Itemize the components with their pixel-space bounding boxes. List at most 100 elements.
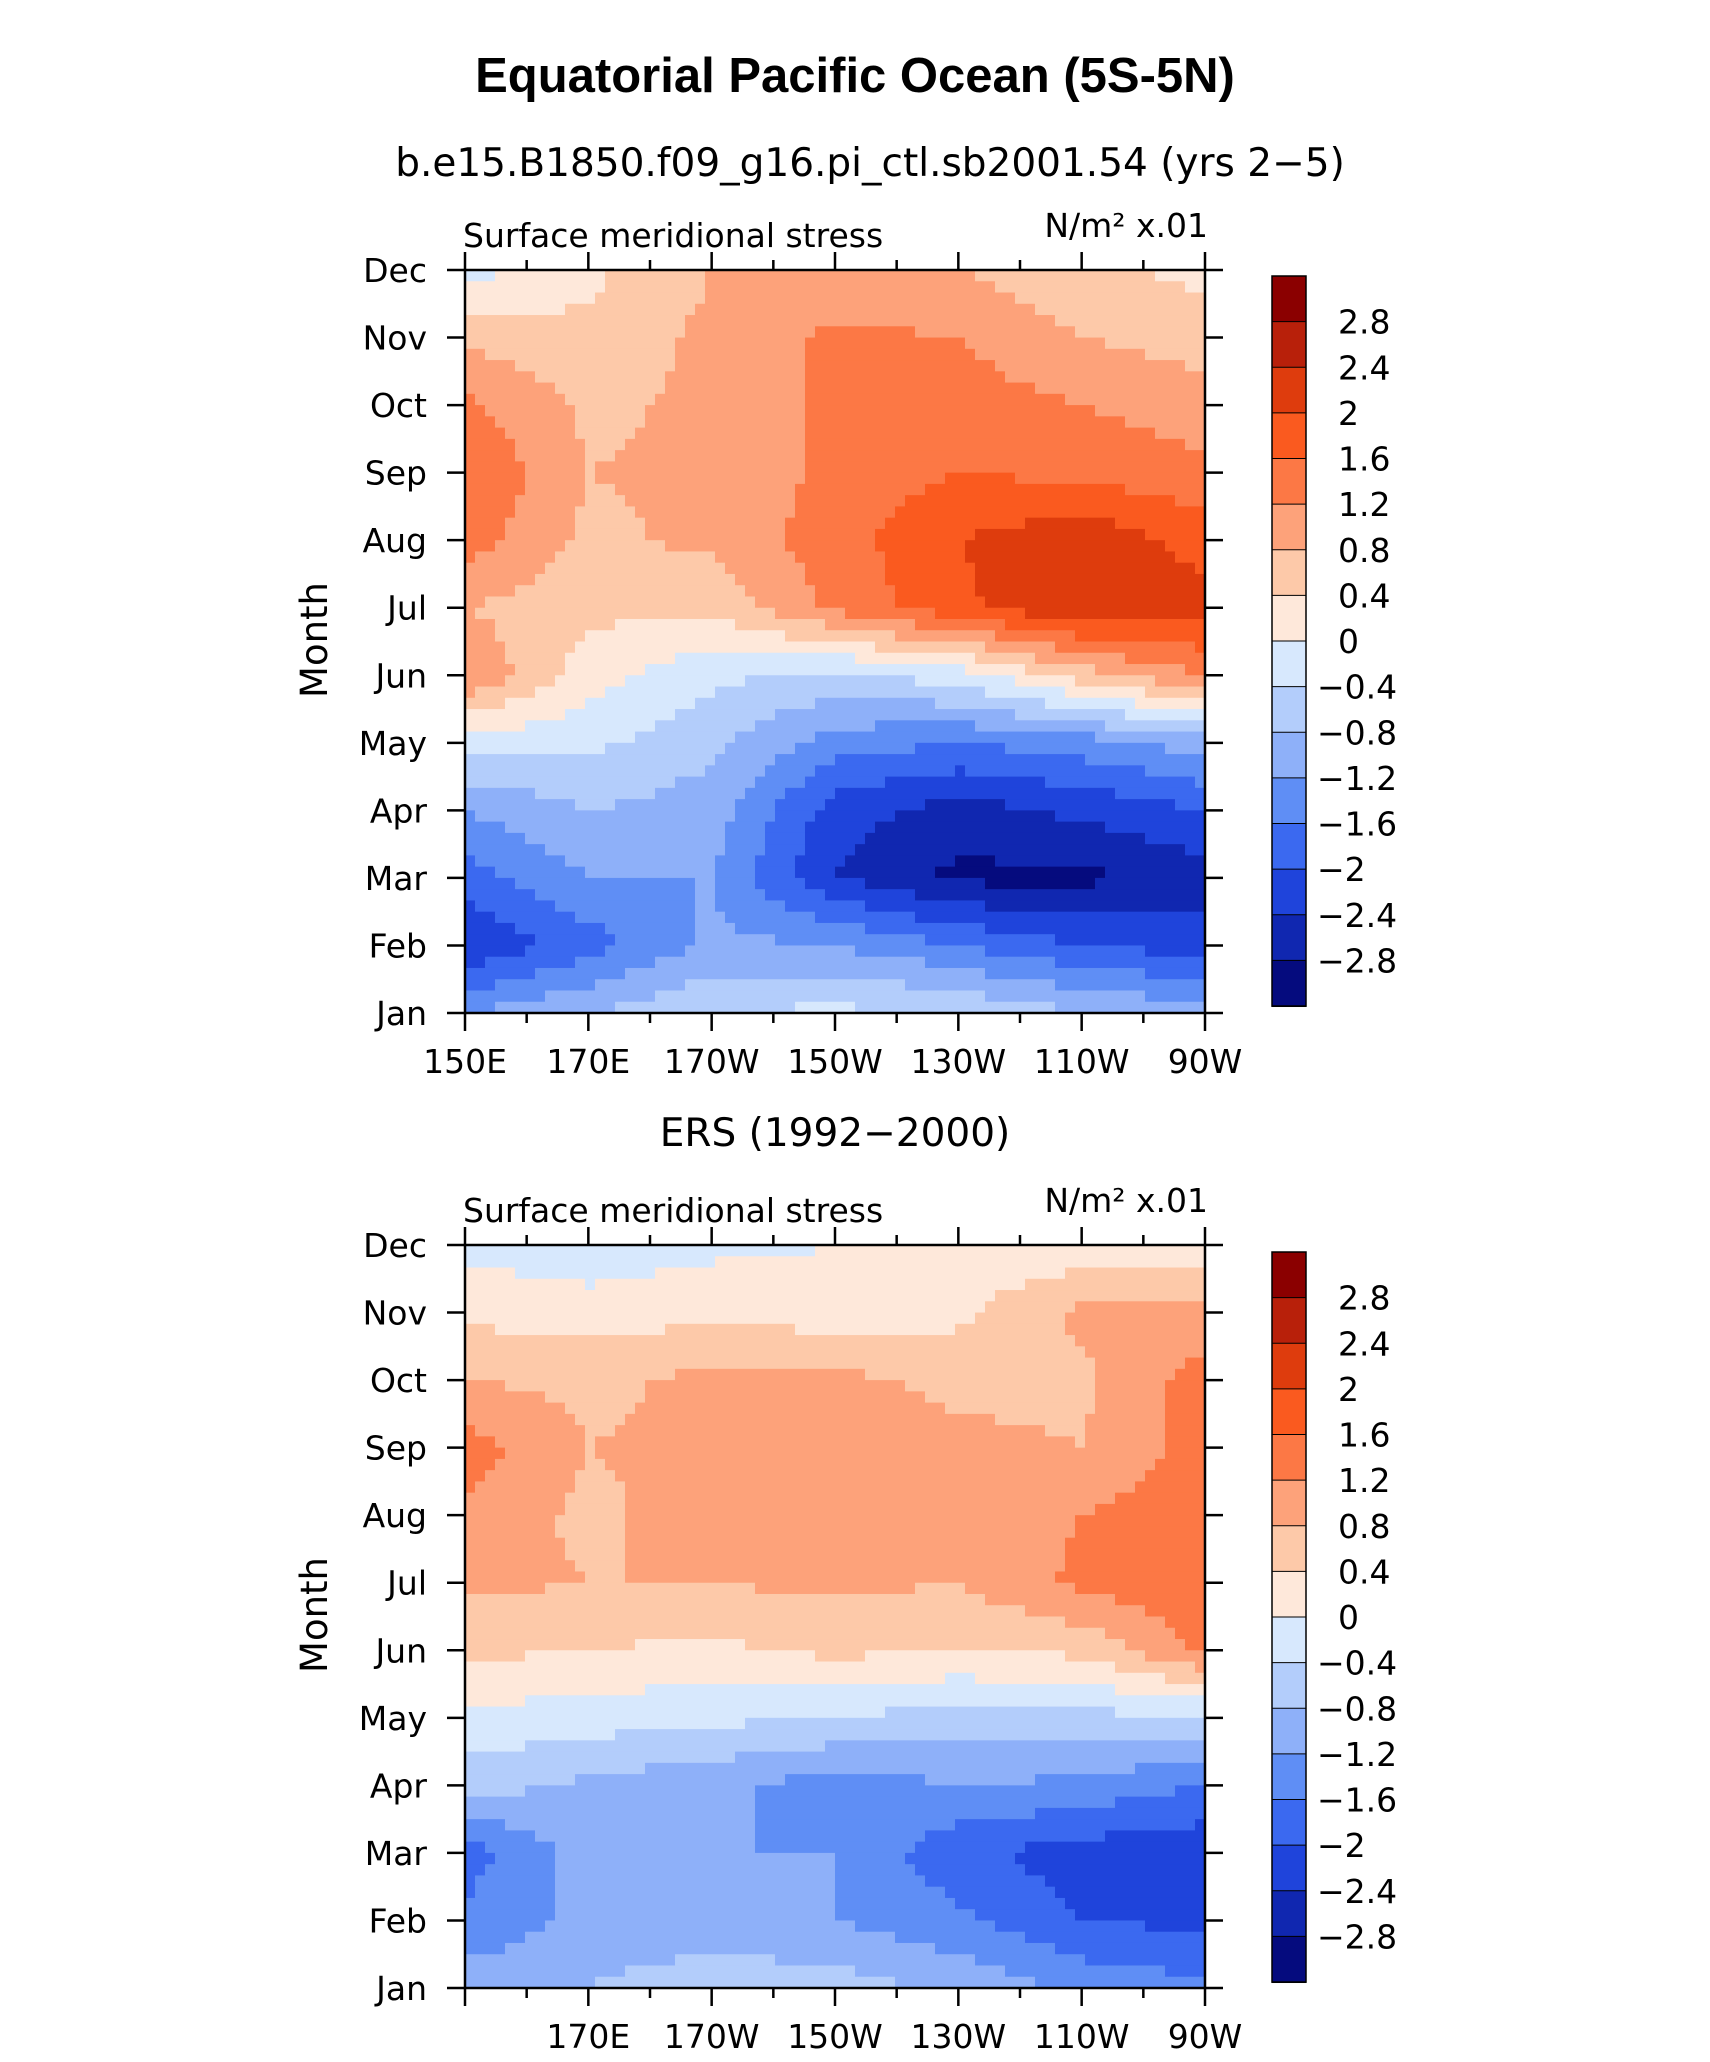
heatmap-cell: [1085, 832, 1096, 845]
heatmap-cell: [985, 573, 996, 586]
heatmap-cell: [725, 990, 736, 1003]
heatmap-cell: [975, 709, 986, 721]
heatmap-cell: [675, 731, 686, 744]
heatmap-cell: [935, 934, 946, 947]
heatmap-cell: [1175, 956, 1186, 969]
heatmap-cell: [475, 967, 486, 980]
heatmap-cell: [995, 585, 1006, 598]
heatmap-cell: [1065, 585, 1076, 598]
heatmap-cell: [915, 810, 926, 823]
heatmap-cell: [565, 472, 576, 485]
heatmap-cell: [665, 832, 676, 845]
heatmap-cell: [655, 956, 666, 969]
heatmap-cell: [1005, 326, 1016, 339]
heatmap-cell: [1045, 540, 1056, 553]
heatmap-cell: [645, 292, 656, 305]
heatmap-cell: [525, 472, 536, 485]
heatmap-cell: [675, 889, 686, 902]
heatmap-cell: [585, 787, 596, 800]
heatmap-cell: [905, 776, 916, 789]
heatmap-cell: [665, 585, 676, 598]
heatmap-cell: [1075, 866, 1086, 879]
heatmap-cell: [575, 562, 586, 575]
heatmap-cell: [675, 855, 686, 868]
heatmap-cell: [625, 641, 636, 654]
heatmap-cell: [895, 517, 906, 530]
heatmap-cell: [885, 450, 896, 462]
heatmap-cell: [955, 956, 966, 969]
heatmap-cell: [705, 393, 716, 406]
heatmap-cell: [1005, 765, 1016, 778]
heatmap-cell: [1115, 765, 1126, 778]
heatmap-cell: [745, 765, 756, 778]
heatmap-cell: [675, 799, 686, 811]
heatmap-cell: [595, 945, 606, 958]
heatmap-cell: [925, 292, 936, 305]
heatmap-cell: [785, 990, 796, 1003]
heatmap-cell: [875, 934, 886, 947]
heatmap-cell: [1085, 765, 1096, 778]
heatmap-cell: [585, 731, 596, 744]
heatmap-cell: [945, 495, 956, 508]
heatmap-cell: [515, 945, 526, 958]
heatmap-cell: [1125, 675, 1136, 688]
heatmap-cell: [965, 281, 976, 294]
heatmap-cell: [1025, 675, 1036, 688]
heatmap-cell: [1055, 889, 1066, 902]
heatmap-cell: [715, 416, 726, 429]
heatmap-cell: [1025, 832, 1036, 845]
heatmap-cell: [1105, 506, 1116, 519]
heatmap-cell: [1055, 472, 1066, 485]
heatmap-cell: [805, 596, 816, 609]
heatmap-cell: [635, 900, 646, 913]
heatmap-cell: [605, 1001, 616, 1014]
heatmap-cell: [1005, 573, 1016, 586]
heatmap-cell: [935, 450, 946, 462]
heatmap-cell: [615, 765, 626, 778]
heatmap-cell: [1155, 855, 1166, 868]
heatmap-cell: [615, 664, 626, 676]
heatmap-cell: [565, 742, 576, 755]
heatmap-cell: [775, 720, 786, 733]
heatmap-cell: [875, 540, 886, 553]
heatmap-cell: [855, 821, 866, 834]
heatmap-cell: [685, 754, 696, 766]
heatmap-cell: [1185, 382, 1196, 395]
heatmap-cell: [875, 652, 886, 665]
heatmap-cell: [1105, 337, 1116, 350]
heatmap-cell: [585, 1001, 596, 1014]
heatmap-cell: [795, 427, 806, 440]
heatmap-cell: [605, 528, 616, 541]
heatmap-cell: [765, 731, 776, 744]
colorbar-label: 0.8: [1338, 531, 1390, 570]
heatmap-cell: [655, 787, 666, 800]
heatmap-cell: [905, 427, 916, 440]
heatmap-cell: [985, 776, 996, 789]
heatmap-cell: [1195, 281, 1206, 294]
heatmap-cell: [1015, 720, 1026, 733]
heatmap-cell: [945, 506, 956, 519]
heatmap-cell: [1125, 585, 1136, 598]
heatmap-cell: [1105, 979, 1116, 992]
heatmap-cell: [745, 517, 756, 530]
heatmap-cell: [905, 461, 916, 474]
heatmap-cell: [665, 461, 676, 474]
heatmap-cell: [925, 889, 936, 902]
heatmap-cell: [815, 787, 826, 800]
heatmap-cell: [825, 979, 836, 992]
heatmap-cell: [755, 697, 766, 710]
heatmap-cell: [1055, 562, 1066, 575]
heatmap-cell: [995, 517, 1006, 530]
heatmap-cell: [695, 630, 706, 643]
heatmap-cell: [1115, 551, 1126, 564]
heatmap-cell: [545, 270, 556, 282]
heatmap-cell: [755, 900, 766, 913]
heatmap-cell: [635, 461, 646, 474]
heatmap-cell: [885, 990, 896, 1003]
heatmap-cell: [995, 607, 1006, 620]
heatmap-cell: [805, 405, 816, 417]
heatmap-cell: [635, 416, 646, 429]
heatmap-cell: [785, 618, 796, 631]
heatmap-cell: [655, 371, 666, 384]
heatmap-cell: [1115, 292, 1126, 305]
